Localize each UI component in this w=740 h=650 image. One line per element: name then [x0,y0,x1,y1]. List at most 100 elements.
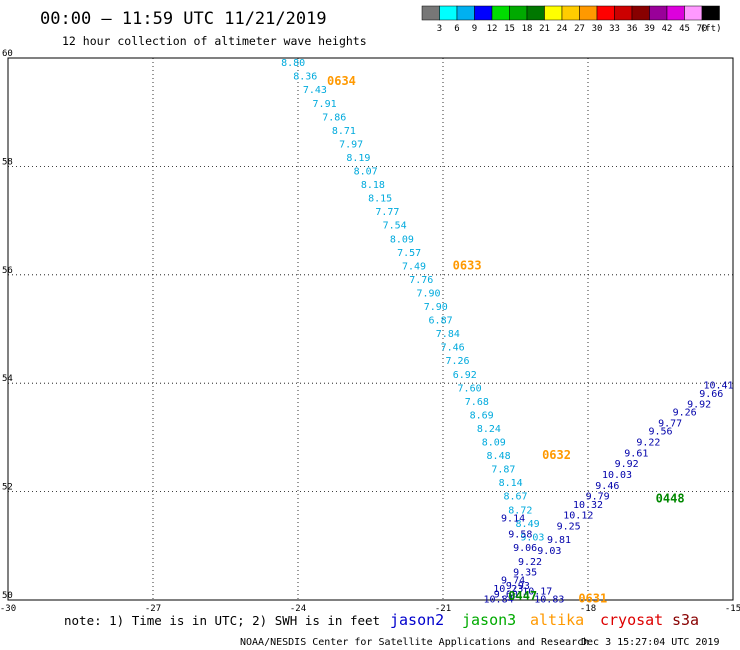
x-tick-label: -21 [435,604,451,614]
colorbar-swatch [649,5,668,21]
colorbar-swatch [456,5,475,21]
swh-value-label: 8.36 [293,72,317,83]
axis-ticks: -30 -27 -24 -21 -18 -15 50 52 54 56 58 60 [0,49,740,614]
swh-value-label: 7.43 [303,85,327,96]
pass-time-label: 0448 [656,491,685,505]
swh-value-label: 7.90 [424,302,448,313]
swh-value-label: 9.77 [658,419,682,430]
y-tick-label: 60 [2,49,13,59]
pass-time-label: 0634 [327,74,356,88]
colorbar-label: 12 [487,24,498,34]
swh-value-label: 9.22 [636,438,660,449]
colorbar-swatch [526,5,545,21]
colorbar-swatch [684,5,703,21]
colorbar-label: 27 [574,24,585,34]
chart-title: 00:00 – 11:59 UTC 11/21/2019 [40,9,327,29]
swh-value-label: 8.67 [503,492,527,503]
y-tick-label: 58 [2,157,13,167]
swh-value-label: 9.66 [699,389,723,400]
swh-value-label: 10.41 [703,381,733,392]
swh-value-label: 10.17 [522,587,552,598]
swh-value-label: 9.14 [501,513,525,524]
swh-value-label: 8.72 [508,505,532,516]
plot-frame [7,57,734,601]
swh-value-label: 9.60 [494,589,518,600]
swh-value-label: 9.22 [518,557,542,568]
swh-value-label: 8.71 [332,126,356,137]
footer-credit: NOAA/NESDIS Center for Satellite Applica… [240,637,589,648]
colorbar-swatch [491,5,510,21]
x-tick-label: -15 [725,604,740,614]
swh-value-label: 8.14 [499,478,523,489]
colorbar-label: 21 [539,24,550,34]
satellite-altika: altika [530,611,584,629]
colorbar-swatch [439,5,458,21]
swh-value-label: 9.46 [595,481,619,492]
swh-value-label: 7.77 [375,207,399,218]
footer-timestamp: Dec 3 15:27:04 UTC 2019 [581,637,719,648]
colorbar-swatch [631,5,650,21]
swh-value-label: 9.93 [506,581,530,592]
swh-value-label: 6.87 [429,316,453,327]
satellite-cryosat: cryosat [600,611,663,629]
swh-value-label: 7.84 [436,329,460,340]
swh-value-label: 8.09 [482,438,506,449]
y-tick-label: 50 [2,591,13,601]
swh-value-label: 8.15 [368,194,392,205]
swh-value-label: 8.18 [361,180,385,191]
swh-value-label: 10.83 [534,595,564,606]
swh-value-label: 8.07 [354,167,378,178]
colorbar-swatch [596,5,615,21]
satellite-legend: jason2 jason3 altika cryosat s3a [390,611,699,629]
swh-value-label: 7.57 [397,248,421,259]
swh-value-label: 9.06 [513,543,537,554]
swh-value-label: 9.03 [520,532,544,543]
pass-time-label: 0631 [578,592,607,606]
swh-value-label: 7.46 [441,343,465,354]
swh-value-label: 8.49 [516,519,540,530]
swh-value-label: 8.09 [390,234,414,245]
footer-note: note: 1) Time is in UTC; 2) SWH is in fe… [64,613,380,628]
swh-value-label: 9.92 [615,459,639,470]
colorbar-label: 18 [522,24,533,34]
swh-value-label: 9.74 [501,576,525,587]
x-tick-label: -24 [290,604,306,614]
colorbar-label: 3 [437,24,442,34]
swh-value-label: 7.49 [402,261,426,272]
colorbar-swatch [544,5,563,21]
y-tick-label: 52 [2,483,13,493]
swh-value-label: 6.92 [453,370,477,381]
swh-value-label: 8.19 [346,153,370,164]
swh-value-label: 9.61 [624,448,648,459]
colorbar-label: 15 [504,24,515,34]
swh-value-label: 7.86 [322,112,346,123]
colorbar-label: 70 [697,24,708,34]
colorbar-label: 39 [644,24,655,34]
chart-subtitle: 12 hour collection of altimeter wave hei… [62,34,367,48]
satellite-s3a: s3a [672,611,699,629]
swh-value-label: 9.58 [508,530,532,541]
swh-value-label: 7.87 [491,465,515,476]
swh-value-label: 7.26 [445,356,469,367]
pass-time-label: 0447 [508,589,537,603]
data-marks: 8.80 8.36 7.43 7.91 7.86 8.71 7.97 8.19 8.07 8.18… [281,58,733,606]
y-tick-label: 54 [2,374,13,384]
swh-value-label: 7.60 [458,383,482,394]
y-tick-label: 56 [2,266,13,276]
swh-value-label: 9.26 [673,408,697,419]
colorbar-swatch [701,5,720,21]
swh-value-label: 8.24 [477,424,501,435]
swh-value-label: 7.91 [313,99,337,110]
colorbar-label: 45 [679,24,690,34]
x-tick-label: -18 [580,604,596,614]
color-legend: 3 6 9 12 15 18 21 24 27 30 33 36 39 42 45 70(ft) [421,5,722,34]
swh-value-label: 9.56 [648,427,672,438]
colorbar-label: 42 [662,24,673,34]
colorbar-swatch [579,5,598,21]
swh-value-label: 10.12 [563,511,593,522]
swh-value-label: 10.23 [493,584,523,595]
swh-value-label: 10.32 [573,500,603,511]
colorbar-swatch [666,5,685,21]
swh-value-label: 7.90 [416,288,440,299]
